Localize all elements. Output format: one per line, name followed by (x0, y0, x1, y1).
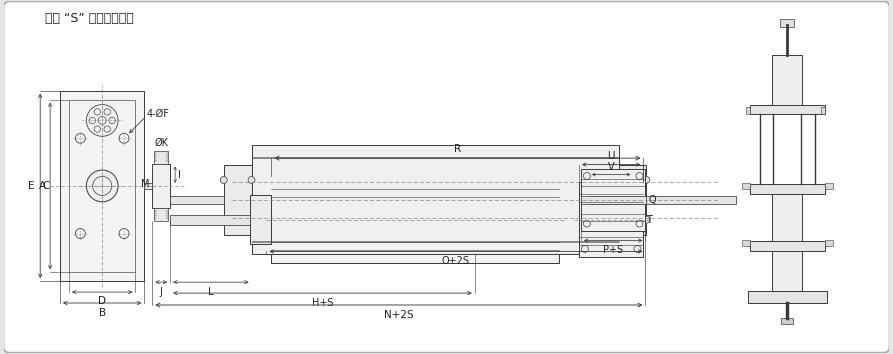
Circle shape (643, 177, 650, 183)
Text: L: L (208, 287, 213, 297)
Text: C: C (43, 181, 50, 191)
Bar (772, 194, 802, 241)
Bar (224, 165, 252, 235)
Text: V: V (608, 161, 614, 172)
Bar (742, 183, 749, 189)
Bar (821, 107, 825, 114)
Bar (252, 145, 619, 255)
FancyBboxPatch shape (4, 1, 889, 353)
Text: A: A (39, 181, 46, 191)
Bar (60, 91, 145, 281)
Bar (581, 196, 647, 204)
Text: T: T (647, 215, 652, 225)
Bar (772, 251, 802, 291)
Circle shape (248, 216, 255, 223)
Text: D: D (98, 296, 106, 306)
Circle shape (615, 216, 622, 223)
Text: 4-ØF: 4-ØF (146, 108, 170, 119)
Text: 注： “S” 為缸的總行程: 注： “S” 為缸的總行程 (46, 12, 134, 25)
Bar (153, 164, 171, 208)
Text: M: M (141, 179, 149, 189)
Bar (588, 196, 646, 204)
Bar (749, 104, 825, 114)
Text: O+2S: O+2S (442, 256, 470, 266)
Circle shape (643, 216, 650, 223)
Bar (581, 169, 646, 230)
Bar (171, 215, 249, 225)
Circle shape (87, 170, 118, 202)
Text: H+S: H+S (312, 298, 333, 308)
Text: P+S: P+S (603, 245, 623, 256)
Bar (154, 208, 168, 221)
Text: R: R (454, 144, 461, 154)
Bar (772, 55, 802, 104)
Text: ØK: ØK (154, 138, 168, 148)
Text: J: J (160, 287, 163, 297)
Text: Q: Q (648, 195, 656, 205)
Text: N+2S: N+2S (384, 310, 413, 320)
Bar (781, 318, 793, 324)
Bar (825, 240, 833, 246)
Circle shape (615, 177, 622, 183)
Bar (249, 195, 271, 245)
Circle shape (87, 104, 118, 136)
Bar (647, 196, 736, 204)
Bar (749, 184, 825, 194)
Circle shape (248, 177, 255, 183)
Bar (154, 151, 168, 164)
Bar (145, 183, 153, 189)
Text: U: U (607, 151, 615, 161)
Bar (271, 176, 559, 263)
Bar (587, 215, 644, 225)
Bar (747, 291, 827, 303)
Bar (780, 19, 794, 27)
Text: I: I (178, 170, 181, 180)
Bar (746, 107, 749, 114)
Circle shape (619, 215, 629, 225)
Bar (579, 182, 644, 257)
Bar (742, 240, 749, 246)
Text: B: B (98, 308, 105, 318)
Circle shape (221, 216, 227, 223)
Text: E: E (28, 181, 34, 191)
Bar (749, 241, 825, 251)
Bar (825, 183, 833, 189)
Bar (69, 99, 136, 272)
Bar (171, 196, 224, 204)
Bar (619, 165, 647, 235)
Circle shape (221, 177, 227, 183)
